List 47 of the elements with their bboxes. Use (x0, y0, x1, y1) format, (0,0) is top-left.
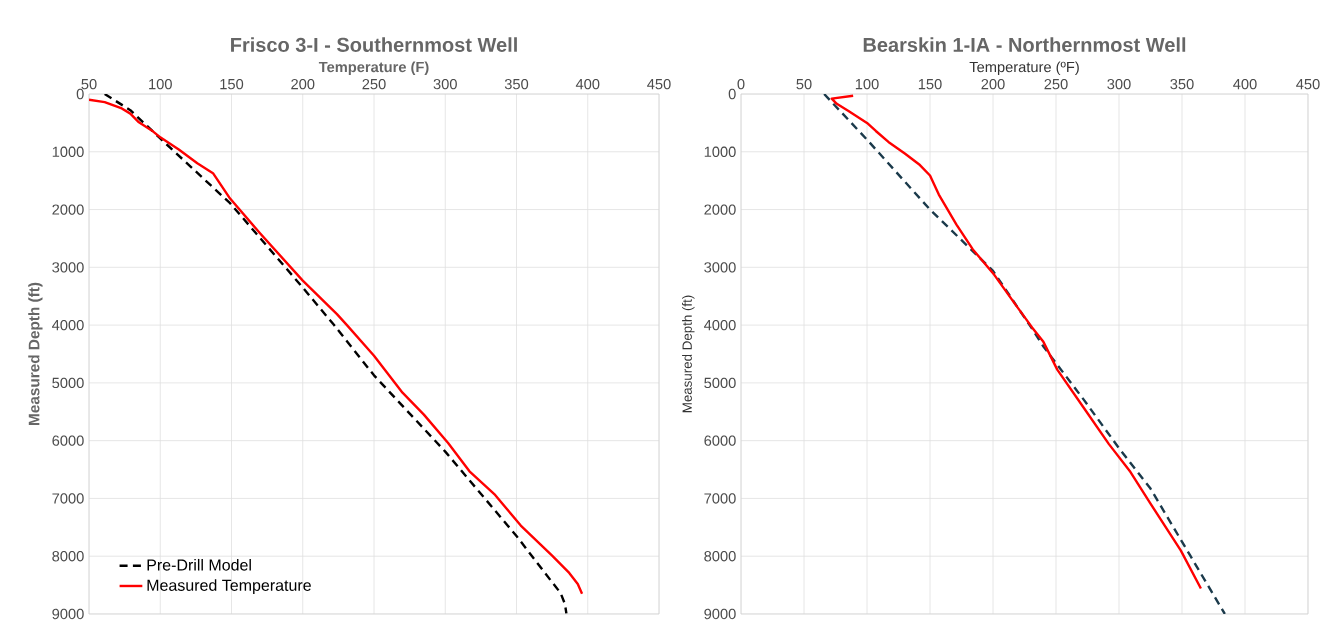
x-tick-label: 50 (81, 79, 97, 90)
y-tick-label: 5000 (52, 377, 84, 389)
chart-title: Frisco 3-I - Southernmost Well (231, 37, 517, 53)
y-tick-label: 7000 (704, 493, 736, 504)
y-tick-label: 7000 (52, 493, 84, 504)
x-tick-label: 300 (1107, 79, 1131, 90)
x-tick-label: 350 (504, 79, 529, 90)
x-axis-title: Temperature (ºF) (969, 61, 1079, 76)
x-tick-label: 0 (737, 79, 745, 90)
chart-title: Bearskin 1-IA - Northernmost Well (863, 37, 1186, 53)
x-tick-label: 350 (1170, 79, 1194, 90)
y-tick-label: 6000 (704, 435, 736, 447)
y-tick-label: 0 (76, 89, 84, 100)
y-tick-label: 8000 (704, 551, 736, 562)
y-axis-title: Measured Depth (ft) (682, 295, 695, 413)
y-tick-label: 3000 (52, 262, 84, 273)
y-tick-label: 4000 (52, 320, 84, 331)
x-tick-label: 400 (575, 79, 600, 90)
y-tick-label: 5000 (704, 377, 736, 389)
y-tick-label: 9000 (52, 608, 84, 620)
x-tick-label: 250 (362, 79, 386, 90)
x-tick-label: 450 (1296, 79, 1320, 90)
y-tick-label: 0 (728, 89, 736, 100)
y-tick-label: 1000 (704, 146, 736, 158)
x-tick-label: 200 (981, 79, 1005, 90)
y-axis-title: Measured Depth (ft) (28, 282, 43, 426)
x-tick-label: 400 (1233, 79, 1257, 90)
x-tick-label: 250 (1044, 79, 1068, 90)
y-tick-label: 4000 (704, 320, 736, 331)
x-tick-label: 100 (855, 79, 879, 90)
y-tick-label: 1000 (52, 146, 84, 158)
y-tick-label: 6000 (52, 435, 84, 447)
y-tick-label: 9000 (704, 608, 736, 620)
x-tick-label: 200 (291, 79, 315, 90)
x-tick-label: 150 (918, 79, 942, 90)
legend-label: Measured Temperature (147, 579, 311, 595)
x-axis-title: Temperature (F) (318, 61, 429, 76)
legend-label: Pre-Drill Model (147, 559, 251, 571)
x-tick-label: 150 (220, 79, 244, 90)
x-tick-label: 100 (149, 79, 172, 90)
y-tick-label: 2000 (704, 204, 736, 215)
x-tick-label: 300 (433, 79, 457, 90)
y-tick-label: 8000 (52, 551, 84, 562)
y-tick-label: 3000 (704, 262, 736, 273)
x-tick-label: 50 (796, 79, 812, 90)
x-tick-label: 450 (647, 79, 671, 90)
y-tick-label: 2000 (52, 204, 84, 215)
